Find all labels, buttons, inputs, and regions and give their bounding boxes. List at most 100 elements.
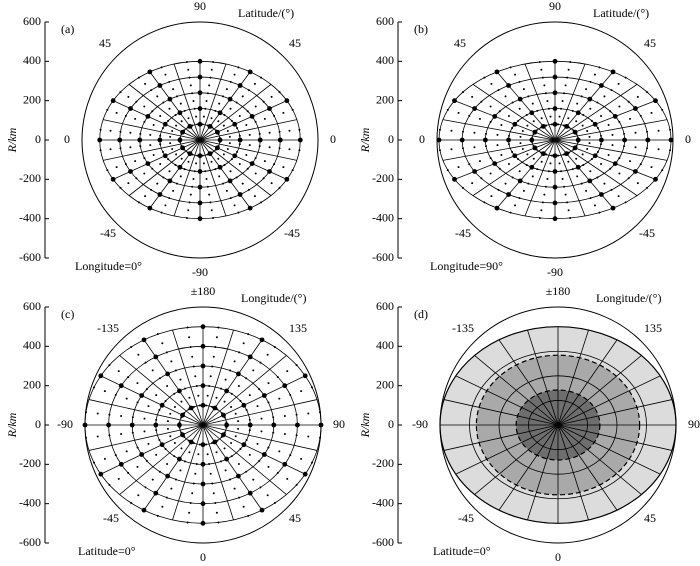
grid-dot (208, 385, 211, 388)
grid-dot (276, 471, 279, 474)
grid-dot (155, 394, 158, 397)
grid-ray (202, 424, 318, 451)
grid-dot (586, 148, 589, 151)
grid-dot (539, 126, 542, 129)
grid-dot (557, 123, 560, 126)
grid-dot (507, 134, 510, 137)
grid-ray (172, 424, 204, 521)
panel: -600 -400 -200 0 200 400 600 R/km (b) Latitude/(°… (358, 0, 691, 279)
angle-label: 0 (200, 550, 206, 564)
grid-node (512, 121, 518, 127)
grid-dot (230, 406, 233, 409)
grid-node (241, 402, 247, 408)
grid-dot (165, 351, 168, 354)
grid-dot (222, 182, 225, 185)
grid-node (575, 164, 581, 170)
grid-dot (245, 123, 248, 126)
grid-dot (137, 76, 140, 79)
grid-dot (489, 105, 492, 108)
grid-dot (256, 442, 259, 445)
grid-dot (522, 88, 525, 91)
grid-dot (214, 109, 217, 112)
grid-dot (273, 163, 276, 166)
grid-node (247, 490, 253, 496)
grid-dot (179, 378, 182, 381)
grid-dot (282, 111, 285, 114)
grid-dot (230, 158, 233, 161)
grid-node (197, 169, 203, 174)
grid-dot (169, 135, 172, 138)
angle-label: -90 (412, 417, 428, 431)
grid-ray (554, 139, 656, 180)
y-tick-label: 400 (376, 338, 394, 352)
grid-node (177, 456, 182, 462)
grid-dot (173, 406, 176, 409)
grid-dot (636, 182, 639, 185)
grid-node (232, 121, 238, 127)
grid-dot (229, 107, 232, 110)
grid-dot (172, 189, 175, 192)
grid-dot (158, 470, 161, 473)
grid-dot (179, 102, 182, 105)
grid-dot (108, 483, 111, 486)
grid-dot (143, 157, 146, 160)
grid-dot (170, 487, 173, 490)
grid-ray (557, 375, 661, 426)
grid-node (237, 83, 243, 88)
grid-dot (446, 108, 449, 111)
grid-dot (161, 126, 164, 129)
grid-dot (247, 333, 250, 336)
grid-node (552, 169, 558, 174)
grid-dot (230, 392, 233, 395)
grid-dot (180, 400, 183, 403)
grid-node (224, 456, 230, 462)
grid-dot (547, 170, 550, 173)
grid-dot (307, 412, 310, 415)
grid-dot (286, 370, 289, 373)
grid-dot (120, 432, 123, 435)
grid-node (236, 371, 241, 377)
grid-dot (191, 185, 194, 188)
grid-dot (156, 333, 159, 336)
grid-dot (103, 390, 106, 393)
grid-dot (582, 163, 585, 166)
grid-node (653, 176, 658, 182)
grid-dot (211, 405, 214, 408)
grid-dot (162, 101, 165, 104)
grid-dot (522, 189, 525, 192)
grid-dot (267, 382, 270, 385)
angle-label: 0 (64, 132, 70, 146)
grid-node (552, 106, 558, 111)
grid-dot (540, 209, 543, 212)
grid-dot (237, 420, 240, 423)
boundary-circle (439, 306, 677, 544)
grid-dot (577, 136, 580, 139)
grid-dot (561, 100, 564, 103)
grid-node (139, 452, 145, 457)
grid-dot (291, 169, 294, 172)
boundary-circle (436, 21, 674, 259)
grid-dot (535, 148, 538, 151)
grid-node (599, 192, 604, 197)
grid-dot (124, 114, 127, 117)
grid-dot (544, 185, 547, 188)
panel: -600 -400 -200 0 200 400 600 R/km (c) Longitude/(… (5, 284, 345, 564)
grid-dot (202, 162, 205, 165)
grid-dot (288, 148, 291, 151)
grid-node (668, 137, 674, 143)
y-tick-label: 0 (388, 417, 394, 431)
grid-dot (173, 441, 176, 444)
grid-dot (144, 195, 147, 198)
y-tick-label: -200 (372, 171, 394, 185)
y-tick-label: 200 (376, 377, 394, 391)
angle-label: 90 (333, 417, 345, 431)
grid-dot (283, 432, 286, 435)
grid-node (540, 123, 546, 129)
grid-dot (564, 193, 567, 196)
grid-dot (483, 76, 486, 79)
grid-node (162, 121, 168, 127)
grid-dot (646, 186, 649, 189)
grid-dot (187, 408, 190, 411)
grid-dot (519, 142, 522, 145)
grid-node (552, 121, 558, 127)
